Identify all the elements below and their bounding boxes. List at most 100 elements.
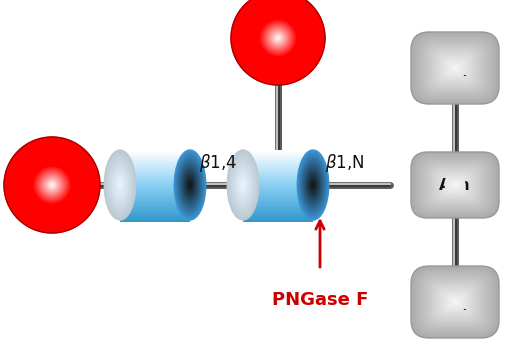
FancyBboxPatch shape [425,278,484,326]
Bar [120,167,190,169]
Ellipse shape [228,152,258,218]
FancyBboxPatch shape [415,270,495,334]
Ellipse shape [40,173,64,197]
FancyBboxPatch shape [432,167,478,203]
Ellipse shape [271,31,285,45]
FancyBboxPatch shape [425,44,484,92]
Ellipse shape [111,164,129,206]
Bar [243,211,313,213]
Text: R$_1$: R$_1$ [444,292,466,312]
FancyBboxPatch shape [421,40,489,96]
Bar [243,199,313,201]
Ellipse shape [302,161,324,210]
Bar [120,187,190,189]
FancyBboxPatch shape [429,165,481,205]
Ellipse shape [11,144,93,226]
FancyBboxPatch shape [443,176,467,194]
Ellipse shape [238,175,248,195]
FancyBboxPatch shape [446,179,464,192]
FancyBboxPatch shape [417,271,493,333]
FancyBboxPatch shape [453,301,457,303]
FancyBboxPatch shape [421,274,489,330]
FancyBboxPatch shape [418,158,492,212]
FancyBboxPatch shape [415,36,495,100]
Ellipse shape [119,183,121,187]
Ellipse shape [6,139,98,231]
Ellipse shape [104,150,136,220]
Ellipse shape [42,175,62,195]
Ellipse shape [114,173,126,197]
Bar [120,192,190,194]
Bar [120,155,190,157]
Bar [120,189,190,191]
Bar [243,177,313,179]
FancyBboxPatch shape [430,48,480,89]
Ellipse shape [112,167,128,202]
Ellipse shape [298,152,328,218]
FancyBboxPatch shape [411,266,499,338]
FancyBboxPatch shape [448,180,462,190]
Bar [243,188,313,190]
FancyBboxPatch shape [420,159,490,211]
FancyBboxPatch shape [439,173,471,197]
FancyBboxPatch shape [437,288,473,316]
Ellipse shape [34,167,70,203]
FancyBboxPatch shape [421,160,489,210]
Bar [120,151,190,153]
FancyBboxPatch shape [446,61,464,75]
Ellipse shape [269,28,287,48]
Ellipse shape [29,162,75,208]
Bar [120,216,190,219]
Ellipse shape [107,155,133,215]
Bar [243,159,313,162]
Bar [120,203,190,206]
FancyBboxPatch shape [449,181,461,189]
Bar [120,215,190,217]
FancyBboxPatch shape [451,64,460,72]
Bar [120,186,190,188]
Bar [243,206,313,208]
Bar [243,218,313,220]
Ellipse shape [185,175,195,195]
Ellipse shape [109,161,131,210]
FancyBboxPatch shape [433,168,477,202]
Bar [243,163,313,165]
FancyBboxPatch shape [439,289,471,315]
Bar [120,179,190,181]
Ellipse shape [188,181,192,189]
Ellipse shape [312,183,314,187]
Bar [243,220,313,222]
Bar [243,212,313,214]
Ellipse shape [241,181,245,189]
Ellipse shape [38,171,66,199]
FancyBboxPatch shape [423,276,487,328]
FancyBboxPatch shape [430,166,480,204]
FancyBboxPatch shape [414,154,496,216]
Bar [120,214,190,216]
Bar [120,158,190,161]
Ellipse shape [305,167,321,202]
Ellipse shape [264,24,292,52]
FancyBboxPatch shape [430,282,480,323]
FancyBboxPatch shape [427,45,483,91]
Bar [120,183,190,185]
Bar [243,194,313,196]
FancyBboxPatch shape [451,182,460,188]
FancyBboxPatch shape [414,35,496,102]
Ellipse shape [113,169,127,201]
FancyBboxPatch shape [440,290,469,314]
Ellipse shape [41,174,63,196]
Ellipse shape [248,8,309,68]
Ellipse shape [20,153,84,217]
Ellipse shape [35,168,69,202]
Bar [243,214,313,216]
FancyBboxPatch shape [437,54,473,82]
Bar [120,172,190,175]
Bar [120,184,190,186]
Ellipse shape [51,184,53,186]
Bar [120,180,190,182]
Ellipse shape [257,17,299,59]
Text: $\beta$1,4: $\beta$1,4 [199,152,237,174]
FancyBboxPatch shape [434,285,476,319]
FancyBboxPatch shape [425,163,484,207]
